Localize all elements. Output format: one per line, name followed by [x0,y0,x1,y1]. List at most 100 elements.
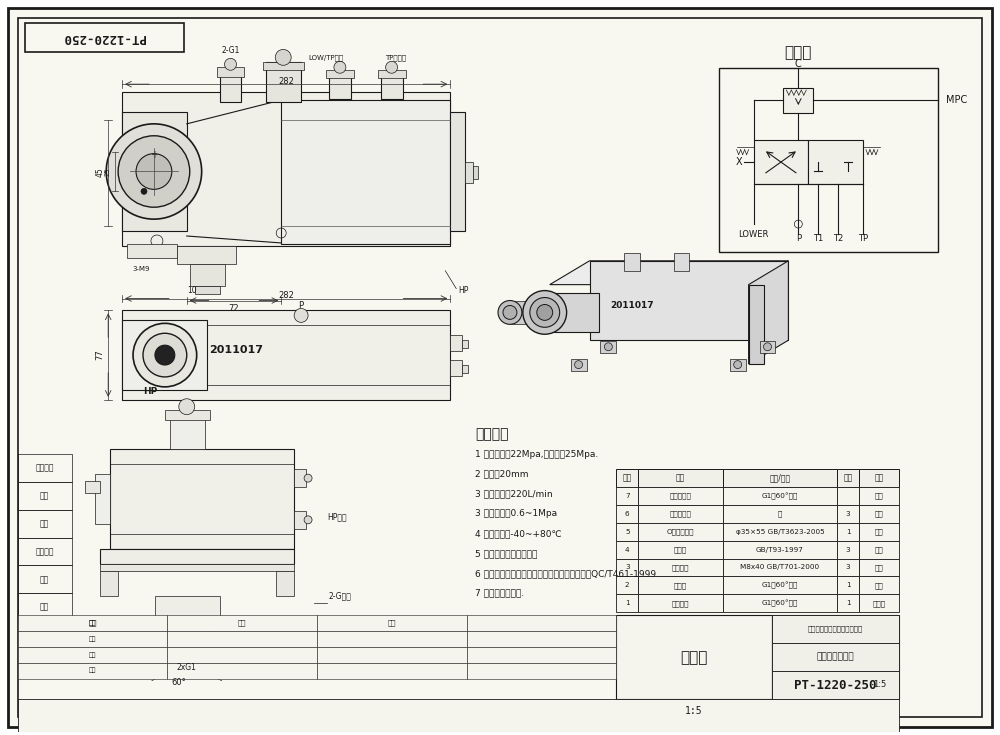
Text: 备注: 备注 [875,582,883,589]
Bar [18,565,72,593]
Bar [772,615,899,700]
Bar [723,595,837,612]
Bar [723,487,837,505]
Text: 批准: 批准 [388,620,396,626]
Text: GB/T93-1997: GB/T93-1997 [756,547,804,553]
Bar [18,700,899,735]
Text: 3: 3 [846,564,850,570]
Text: 比例控制升降阀: 比例控制升降阀 [816,653,854,662]
Text: 密封圈组件: 密封圈组件 [670,492,691,499]
Bar [467,647,616,663]
Bar [122,310,450,400]
Polygon shape [590,261,788,340]
Text: 5 工作介质：抗磨液压油: 5 工作介质：抗磨液压油 [475,549,538,558]
Circle shape [334,61,346,74]
Bar [195,286,220,293]
Text: φ35×55 GB/T3623-2005: φ35×55 GB/T3623-2005 [736,528,824,535]
Text: P: P [299,301,304,310]
Polygon shape [674,254,689,271]
Circle shape [225,58,236,71]
Text: 2011017: 2011017 [209,345,263,355]
Circle shape [734,361,742,368]
Text: 3: 3 [625,564,630,570]
Text: TP尾气口: TP尾气口 [385,54,406,61]
Bar [122,320,207,390]
Polygon shape [157,642,217,663]
Text: 2011017: 2011017 [610,301,654,310]
Text: 销: 销 [778,511,782,517]
Bar [95,474,110,524]
Text: 日期: 日期 [40,603,49,612]
Bar [723,541,837,559]
Bar [281,100,450,244]
Circle shape [118,136,190,207]
Polygon shape [571,359,587,370]
Text: X: X [735,157,742,167]
Bar [859,595,899,612]
Bar [772,615,899,643]
Text: +: + [150,150,158,159]
Bar [317,631,467,647]
Text: 2 通径：20mm: 2 通径：20mm [475,470,529,478]
Text: 密封内密: 密封内密 [672,600,689,606]
Circle shape [179,399,195,415]
Text: 批准: 批准 [89,668,96,673]
Bar [616,523,638,541]
Bar [467,631,616,647]
Bar [18,538,72,565]
Text: 原理图: 原理图 [785,45,812,60]
Bar [18,615,167,631]
Bar [638,523,723,541]
Text: 备注: 备注 [875,511,883,517]
Bar [467,663,616,678]
Bar [616,595,638,612]
Bar [723,559,837,576]
Bar [754,140,808,184]
Text: 2xG1: 2xG1 [177,663,197,673]
Bar [467,615,616,631]
Text: 1: 1 [846,528,850,535]
Bar [18,663,167,678]
Text: M8x40 GB/T701-2000: M8x40 GB/T701-2000 [740,564,819,570]
Circle shape [143,333,187,377]
Bar [450,360,462,376]
Polygon shape [624,254,640,271]
Bar [616,469,638,487]
Text: G1、60°内密: G1、60°内密 [762,492,798,500]
Text: 282: 282 [278,291,294,300]
Bar [294,511,306,528]
Text: 规格/牌号: 规格/牌号 [769,473,790,483]
Text: 审核: 审核 [238,620,246,626]
Text: C: C [795,60,802,69]
Text: 1: 1 [625,600,630,606]
Bar [638,559,723,576]
Bar [638,505,723,523]
Bar [723,505,837,523]
Bar [18,647,167,663]
Text: 备注: 备注 [875,546,883,553]
Bar [616,541,638,559]
Text: 2: 2 [625,582,630,588]
Bar [859,469,899,487]
Text: 备注: 备注 [875,564,883,571]
Text: 3-M9: 3-M9 [132,266,150,272]
Circle shape [136,154,172,190]
Text: HP内密: HP内密 [327,512,347,521]
Bar [859,523,899,541]
Polygon shape [510,301,545,324]
Text: 密封盒: 密封盒 [674,546,687,553]
Bar [100,548,294,564]
Bar [616,505,638,523]
Polygon shape [550,261,788,284]
Circle shape [604,343,612,351]
Text: 3 控制气压：0.6~1Mpa: 3 控制气压：0.6~1Mpa [475,509,557,518]
Circle shape [106,124,202,219]
Bar [167,615,317,631]
Text: 6 产品执行标准：《自卸汽車换向阀技术条件》QC/T461-1999: 6 产品执行标准：《自卸汽車换向阀技术条件》QC/T461-1999 [475,569,656,578]
Text: LOWER: LOWER [738,229,769,239]
Bar [381,74,403,99]
Bar [859,487,899,505]
Bar [167,631,317,647]
Bar [837,505,859,523]
Bar [100,571,118,596]
